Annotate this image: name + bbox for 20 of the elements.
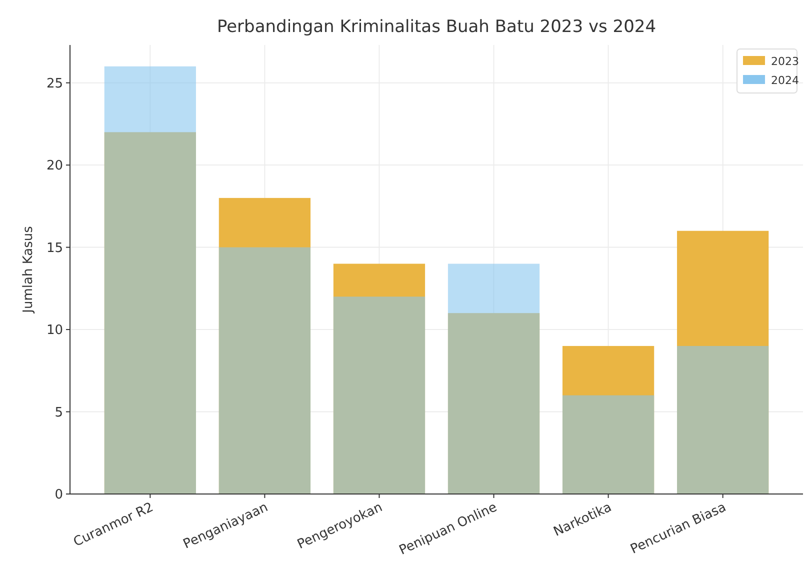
y-tick-label: 10 (46, 323, 63, 338)
bar (562, 346, 654, 494)
y-tick-label: 0 (54, 488, 63, 503)
legend-label: 2023 (771, 54, 799, 68)
bar (677, 230, 769, 494)
bar (677, 346, 769, 494)
bar (218, 198, 311, 494)
y-tick-label: 25 (46, 76, 63, 92)
y-tick-label: 20 (46, 158, 63, 174)
bar (562, 395, 654, 494)
legend-label: 2024 (771, 74, 799, 87)
bar (218, 247, 311, 494)
bar (104, 66, 196, 494)
y-tick-label: 5 (54, 405, 63, 420)
bar (104, 132, 196, 494)
bar (448, 264, 540, 494)
chart-title: Perbandingan Kriminalitas Buah Batu 2023 vs 2024 (216, 17, 656, 37)
y-axis-title: Jumlah Kasus (21, 226, 36, 314)
y-tick-label: 15 (46, 240, 63, 256)
bar (448, 313, 540, 494)
